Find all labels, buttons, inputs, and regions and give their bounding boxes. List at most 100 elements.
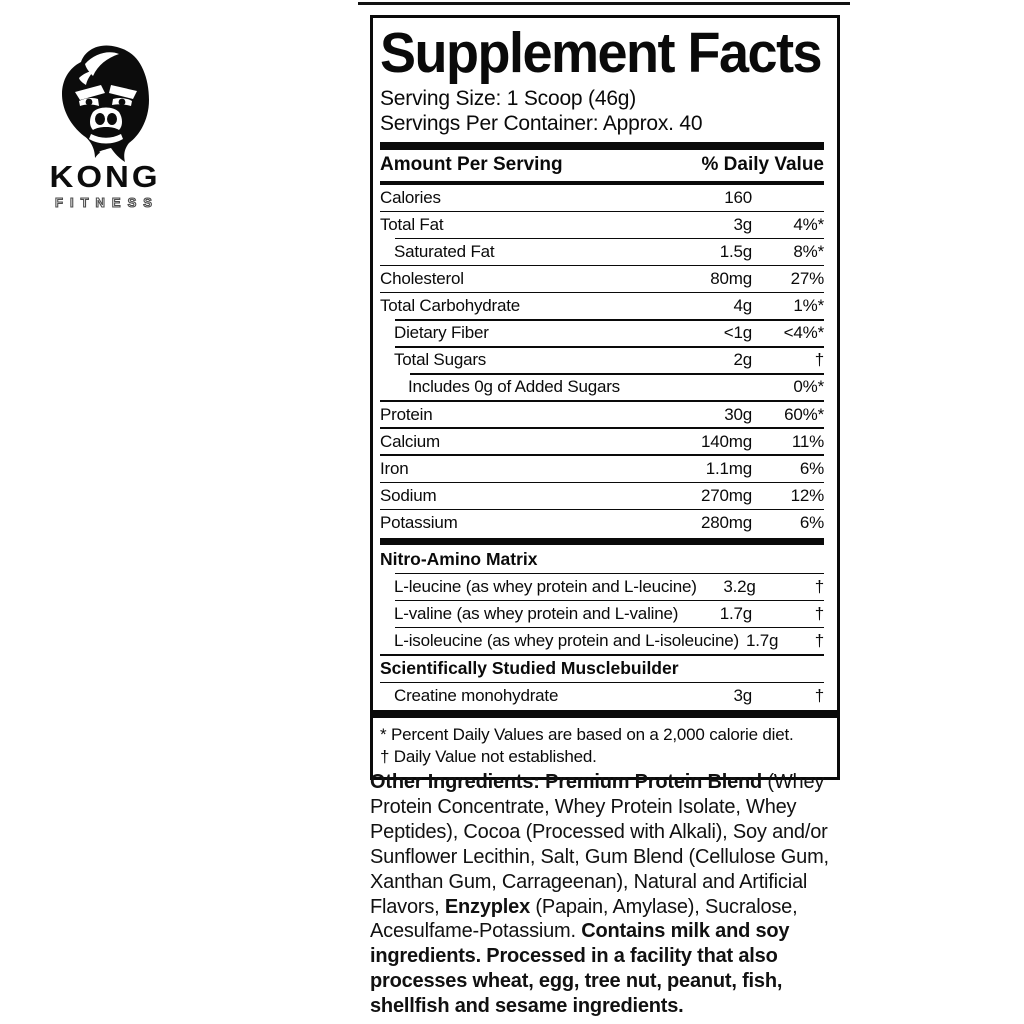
nutrient-daily-value: 6% xyxy=(799,458,824,478)
nutrient-amount: 1.7g xyxy=(719,604,752,624)
nutrient-table: Calories 160 Total Fat 3g 4%* Saturated Fat 1.… xyxy=(380,185,824,709)
row-separator xyxy=(395,318,824,321)
ingredients-line: processes wheat, egg, tree nut, peanut, … xyxy=(370,970,783,993)
nutrient-amount: 4g xyxy=(733,296,752,316)
nutrient-label: Total Sugars xyxy=(394,350,487,370)
serving-size: Serving Size: 1 Scoop (46g) xyxy=(380,87,637,111)
row-separator xyxy=(380,427,824,429)
row-separator xyxy=(395,599,824,602)
nutrient-label: Calcium xyxy=(380,431,441,451)
nutrient-row: L-isoleucine (as whey protein and L-isol… xyxy=(380,628,824,654)
daily-value-header: % Daily Value xyxy=(701,154,824,176)
ingredients-line: Xanthan Gum, Carrageenan), Natural and A… xyxy=(370,870,808,893)
ingredients-line: shellfish and sesame ingredients. xyxy=(370,995,684,1018)
nutrient-daily-value: 12% xyxy=(790,485,825,505)
nutrient-amount: 140mg xyxy=(701,431,752,451)
brand-subtitle: FITNESS xyxy=(54,195,159,210)
nutrient-row: Cholesterol 80mg 27% xyxy=(380,266,824,292)
supplement-facts-panel: Supplement Facts Serving Size: 1 Scoop (… xyxy=(370,15,840,780)
section-header: Scientifically Studied Musclebuilder xyxy=(380,658,679,679)
ingredients-line: Peptides), Cocoa (Processed with Alkali)… xyxy=(370,820,828,843)
nutrient-row: Includes 0g of Added Sugars 0%* xyxy=(380,375,824,401)
nutrient-row: Total Fat 3g 4%* xyxy=(380,212,824,238)
panel-title: Supplement Facts xyxy=(380,21,823,85)
amount-per-serving-header: Amount Per Serving xyxy=(380,154,563,176)
nutrient-amount: 270mg xyxy=(701,485,752,505)
nutrient-label: Protein xyxy=(380,404,433,424)
nutrient-row: Protein 30g 60%* xyxy=(380,402,824,428)
footnote-line: † Daily Value not established. xyxy=(380,746,597,766)
nutrient-row: Calories 160 xyxy=(380,185,824,211)
nutrient-daily-value: 27% xyxy=(790,269,825,289)
nutrient-row: Total Sugars 2g † xyxy=(380,348,824,374)
nutrient-label: Total Carbohydrate xyxy=(380,296,521,316)
ingredients-line: Other Ingredients: Premium Protein Blend… xyxy=(370,771,825,793)
nutrient-amount: 30g xyxy=(724,404,752,424)
nutrient-daily-value: 0%* xyxy=(793,377,824,397)
divider-medium xyxy=(380,181,824,186)
nutrient-label: Sodium xyxy=(380,485,437,505)
row-separator xyxy=(380,291,824,294)
footnotes: * Percent Daily Values are based on a 2,… xyxy=(373,709,837,777)
nutrient-daily-value: 11% xyxy=(791,431,824,451)
section-header: Nitro-Amino Matrix xyxy=(380,549,538,570)
nutrient-label: Potassium xyxy=(380,512,458,532)
row-separator xyxy=(380,210,824,213)
nutrient-amount: 1.1mg xyxy=(705,458,752,478)
nutrient-row: Total Carbohydrate 4g 1%* xyxy=(380,293,824,319)
nutrient-label: Creatine monohydrate xyxy=(394,685,559,705)
row-separator xyxy=(410,373,824,375)
row-separator xyxy=(395,572,824,575)
row-separator xyxy=(380,481,824,484)
nutrient-amount: 3g xyxy=(733,214,752,234)
nutrient-label: Includes 0g of Added Sugars xyxy=(408,377,620,397)
ingredients-line: Protein Concentrate, Whey Protein Isolat… xyxy=(370,795,797,818)
row-separator xyxy=(380,537,824,545)
nutrient-amount: <1g xyxy=(723,323,752,343)
row-separator xyxy=(395,237,824,240)
nutrient-amount: 280mg xyxy=(701,512,752,532)
nutrient-row: Calcium 140mg 11% xyxy=(380,429,824,455)
nutrient-label: L-valine (as whey protein and L-valine) xyxy=(394,604,679,624)
nutrient-daily-value: † xyxy=(814,685,824,705)
nutrient-row: Potassium 280mg 6% xyxy=(380,510,824,536)
nutrient-label: Cholesterol xyxy=(380,269,464,289)
nutrient-amount: 1.7g xyxy=(746,631,779,651)
row-separator xyxy=(380,508,824,511)
nutrient-daily-value: 4%* xyxy=(793,214,824,234)
nutrient-row: Saturated Fat 1.5g 8%* xyxy=(380,239,824,265)
nutrient-daily-value: 8%* xyxy=(793,242,824,262)
nutrient-daily-value: † xyxy=(814,350,824,370)
nutrient-row: L-valine (as whey protein and L-valine) 1… xyxy=(380,601,824,627)
gorilla-icon xyxy=(62,45,149,162)
nutrient-amount: 80mg xyxy=(710,269,752,289)
footnote-line: * Percent Daily Values are based on a 2,… xyxy=(380,724,794,744)
brand-name: KONG xyxy=(49,159,161,194)
row-separator xyxy=(380,681,824,684)
nutrient-daily-value: <4%* xyxy=(783,323,825,343)
row-separator xyxy=(380,400,824,402)
nutrient-amount: 1.5g xyxy=(719,242,752,262)
nutrient-amount: 3.2g xyxy=(723,577,756,597)
nutrient-row: Creatine monohydrate 3g † xyxy=(380,683,824,709)
nutrient-label: Dietary Fiber xyxy=(394,323,489,343)
divider-thick xyxy=(380,142,824,151)
nutrient-label: L-isoleucine (as whey protein and L-isol… xyxy=(394,631,739,651)
row-separator xyxy=(380,264,824,267)
nutrient-row: Dietary Fiber <1g <4%* xyxy=(380,321,824,347)
table-header: Amount Per Serving % Daily Value xyxy=(380,150,824,181)
row-separator xyxy=(380,454,824,457)
ingredients-line: Flavors, Enzyplex (Papain, Amylase), Suc… xyxy=(370,895,798,918)
row-separator xyxy=(395,626,824,629)
brand-logo: KONG FITNESS xyxy=(42,44,168,210)
nutrient-label: Calories xyxy=(380,187,441,207)
nutrient-daily-value: 6% xyxy=(799,512,824,532)
nutrient-amount: 2g xyxy=(733,350,752,370)
nutrient-label: L-leucine (as whey protein and L-leucine… xyxy=(394,577,697,597)
servings-per-container: Servings Per Container: Approx. 40 xyxy=(380,112,703,136)
ingredients-line: Sunflower Lecithin, Salt, Gum Blend (Cel… xyxy=(370,845,829,868)
nutrient-daily-value: 1%* xyxy=(793,296,824,316)
row-separator xyxy=(395,346,824,348)
nutrient-daily-value: † xyxy=(814,604,824,624)
ingredients-line: Acesulfame-Potassium. Contains milk and … xyxy=(370,920,790,943)
